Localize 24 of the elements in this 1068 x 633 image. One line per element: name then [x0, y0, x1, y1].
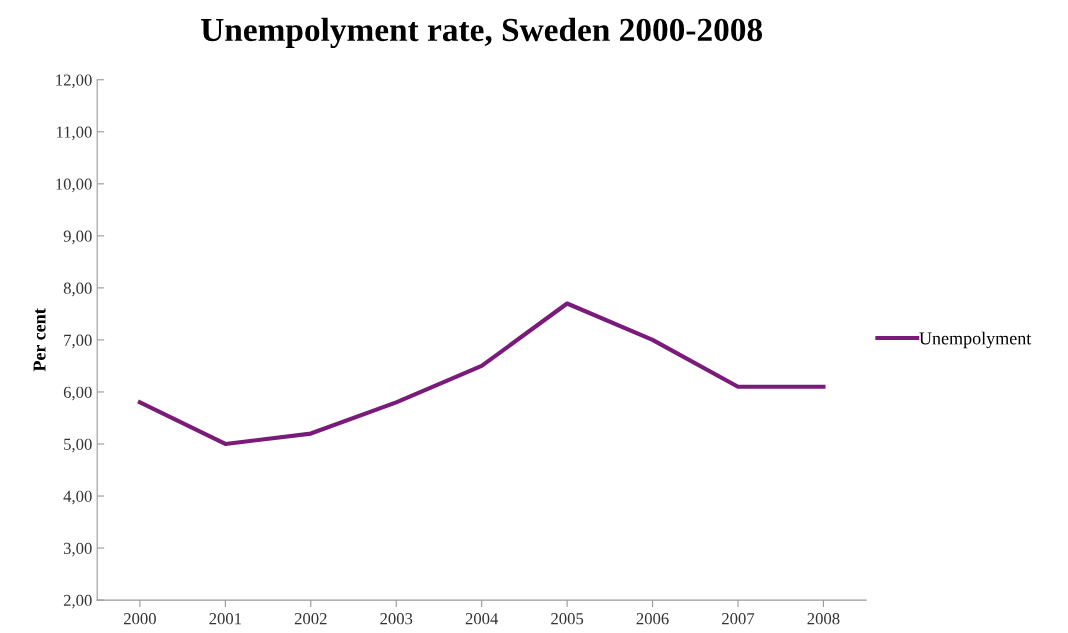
- x-tick-label: 2007: [722, 613, 755, 625]
- y-tick-label: 6,00: [63, 386, 92, 401]
- x-tick-label: 2001: [209, 613, 242, 625]
- y-axis-title: Per cent: [33, 308, 46, 372]
- x-tick-label: 2008: [807, 613, 840, 625]
- legend-label: Unempolyment: [919, 331, 1032, 349]
- y-tick-label: 10,00: [56, 178, 92, 193]
- x-tick-label: 2002: [294, 613, 327, 625]
- x-tick-label: 2003: [380, 613, 413, 625]
- chart-title: Unempolyment rate, Sweden 2000-2008: [201, 17, 763, 49]
- y-tick-label: 7,00: [64, 334, 92, 349]
- x-tick-label: 2004: [465, 613, 499, 625]
- line-series: [137, 301, 826, 447]
- y-tick-label: 11,00: [56, 126, 92, 141]
- y-tick-label: 5,00: [64, 438, 92, 453]
- y-tick-label: 8,00: [63, 282, 92, 297]
- x-tick-label: 2005: [551, 613, 584, 625]
- y-tick-label: 2,00: [63, 594, 92, 609]
- x-tick-label: 2000: [123, 613, 156, 625]
- y-tick-label: 9,00: [63, 230, 92, 245]
- y-tick-label: 12,00: [56, 74, 92, 89]
- x-tick-label: 2006: [636, 613, 669, 625]
- y-tick-label: 4,00: [63, 490, 92, 505]
- y-tick-label: 3,00: [63, 542, 92, 557]
